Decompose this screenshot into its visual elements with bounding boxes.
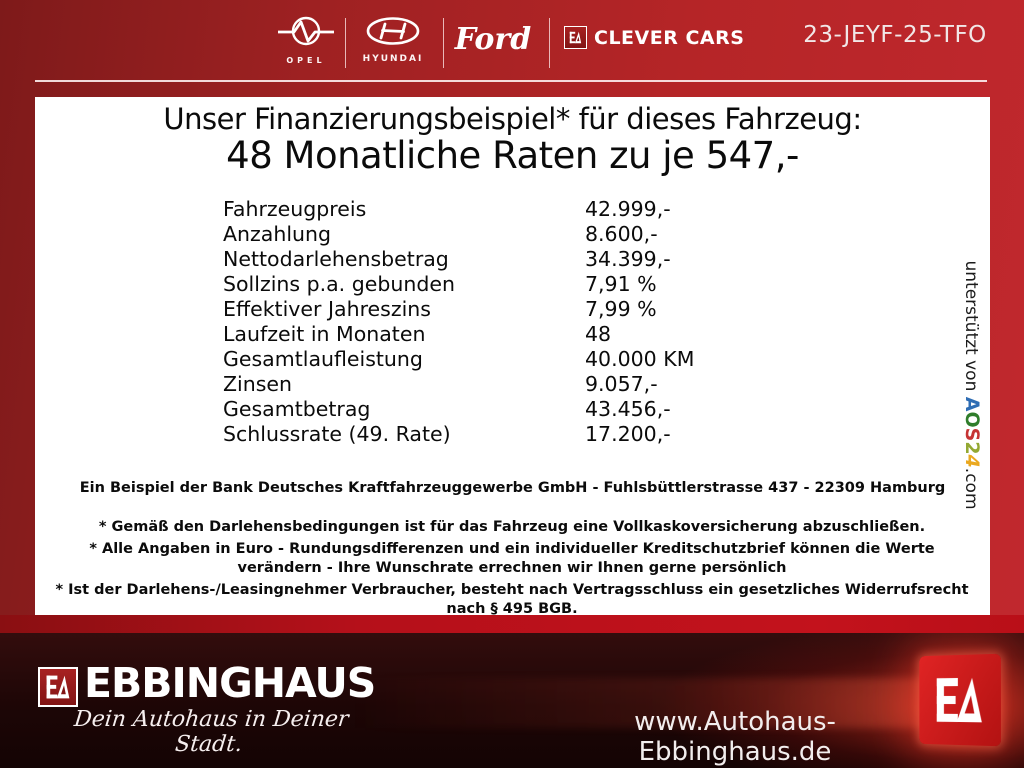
- finance-row: Sollzins p.a. gebunden 7,91 %: [223, 272, 943, 297]
- opel-blitz-icon: [278, 16, 334, 46]
- finance-row-label: Nettodarlehensbetrag: [223, 247, 449, 271]
- supported-by-label: unterstützt von: [961, 260, 981, 397]
- finance-row: Gesamtbetrag 43.456,-: [223, 397, 943, 422]
- ford-logo: Ford: [454, 22, 532, 57]
- ea-monogram-icon: [569, 31, 582, 44]
- finance-row-value: 34.399,-: [585, 247, 671, 271]
- finance-row: Zinsen 9.057,-: [223, 372, 943, 397]
- aos24-letter: A: [961, 396, 983, 412]
- ea-monogram-icon: [46, 675, 70, 699]
- header-divider: [443, 18, 444, 68]
- finance-row-value: 8.600,-: [585, 222, 658, 246]
- ea-glow-logo: [919, 653, 1001, 747]
- finance-row-value: 17.200,-: [585, 422, 671, 446]
- finance-row: Laufzeit in Monaten 48: [223, 322, 943, 347]
- opel-label: OPEL: [286, 56, 326, 65]
- clever-cars-logo: CLEVER CARS: [564, 26, 744, 49]
- hyundai-logo: HYUNDAI: [362, 17, 424, 64]
- light-beam: [350, 678, 950, 728]
- finance-row: Effektiver Jahreszins 7,99 %: [223, 297, 943, 322]
- bank-info-line: Ein Beispiel der Bank Deutsches Kraftfah…: [79, 480, 946, 496]
- finance-row-label: Zinsen: [223, 372, 293, 396]
- aos24-suffix: .com: [961, 467, 981, 510]
- finance-subtitle: 48 Monatliche Raten zu je 547,-: [226, 134, 799, 177]
- header-divider: [345, 18, 346, 68]
- header-separator: [35, 80, 987, 82]
- finance-row-value: 9.057,-: [585, 372, 658, 396]
- finance-row-label: Effektiver Jahreszins: [223, 297, 431, 321]
- finance-row: Fahrzeugpreis 42.999,-: [223, 197, 943, 222]
- aos24-letter: O: [961, 411, 983, 428]
- finance-row-label: Sollzins p.a. gebunden: [223, 272, 455, 296]
- ea-icon: [564, 26, 587, 49]
- finance-row: Nettodarlehensbetrag 34.399,-: [223, 247, 943, 272]
- aos24-letter: 4: [961, 454, 983, 468]
- finance-row-value: 48: [585, 322, 612, 346]
- ebbinghaus-ea-icon: [38, 667, 78, 707]
- finance-panel: Unser Finanzierungsbeispiel* für dieses …: [35, 97, 990, 617]
- finance-notes: * Gemäß den Darlehensbedingungen ist für…: [52, 518, 972, 622]
- finance-row-value: 42.999,-: [585, 197, 671, 221]
- header: OPEL HYUNDAI Ford: [0, 0, 1024, 82]
- license-plate: 23-JEYF-25-TFO: [803, 22, 987, 48]
- clever-cars-label: CLEVER CARS: [594, 26, 745, 49]
- header-divider: [549, 18, 550, 68]
- aos24-letter: 2: [961, 441, 983, 455]
- finance-row-value: 43.456,-: [585, 397, 671, 421]
- finance-row-label: Anzahlung: [223, 222, 332, 246]
- finance-row: Anzahlung 8.600,-: [223, 222, 943, 247]
- hyundai-label: HYUNDAI: [362, 54, 424, 64]
- finance-row: Schlussrate (49. Rate) 17.200,-: [223, 422, 943, 447]
- finance-row: Gesamtlaufleistung 40.000 KM: [223, 347, 943, 372]
- finance-note: * Gemäß den Darlehensbedingungen ist für…: [98, 519, 926, 535]
- finance-row-value: 7,99 %: [585, 297, 657, 321]
- red-band: [0, 615, 1024, 633]
- finance-row-label: Gesamtbetrag: [223, 397, 371, 421]
- finance-row-label: Gesamtlaufleistung: [223, 347, 423, 371]
- finance-row-value: 7,91 %: [585, 272, 657, 296]
- finance-row-label: Fahrzeugpreis: [223, 197, 367, 221]
- finance-table: Fahrzeugpreis 42.999,- Anzahlung 8.600,- Net…: [223, 197, 943, 447]
- ea-monogram-icon: [936, 677, 982, 723]
- finance-note: * Ist der Darlehens-/Leasingnehmer Verbr…: [55, 582, 969, 617]
- finance-row-label: Laufzeit in Monaten: [223, 322, 426, 346]
- website-url[interactable]: www.Autohaus-Ebbinghaus.de: [634, 707, 836, 767]
- finance-row-value: 40.000 KM: [585, 347, 695, 371]
- supported-by-vertical: unterstützt von AOS24.com: [961, 260, 983, 509]
- aos24-logo: AOS24: [961, 396, 983, 468]
- footer: EBBINGHAUS Dein Autohaus in Deiner Stadt…: [0, 633, 1024, 768]
- finance-note: * Alle Angaben in Euro - Rundungsdiffere…: [89, 541, 935, 576]
- finance-title: Unser Finanzierungsbeispiel* für dieses …: [163, 102, 862, 136]
- opel-logo: OPEL: [277, 16, 335, 65]
- aos24-letter: S: [961, 427, 983, 442]
- ebbinghaus-wordmark: EBBINGHAUS: [84, 659, 376, 707]
- hyundai-oval-icon: [366, 17, 420, 45]
- finance-row-label: Schlussrate (49. Rate): [223, 422, 451, 446]
- ebbinghaus-tagline: Dein Autohaus in Deiner Stadt.: [72, 707, 350, 757]
